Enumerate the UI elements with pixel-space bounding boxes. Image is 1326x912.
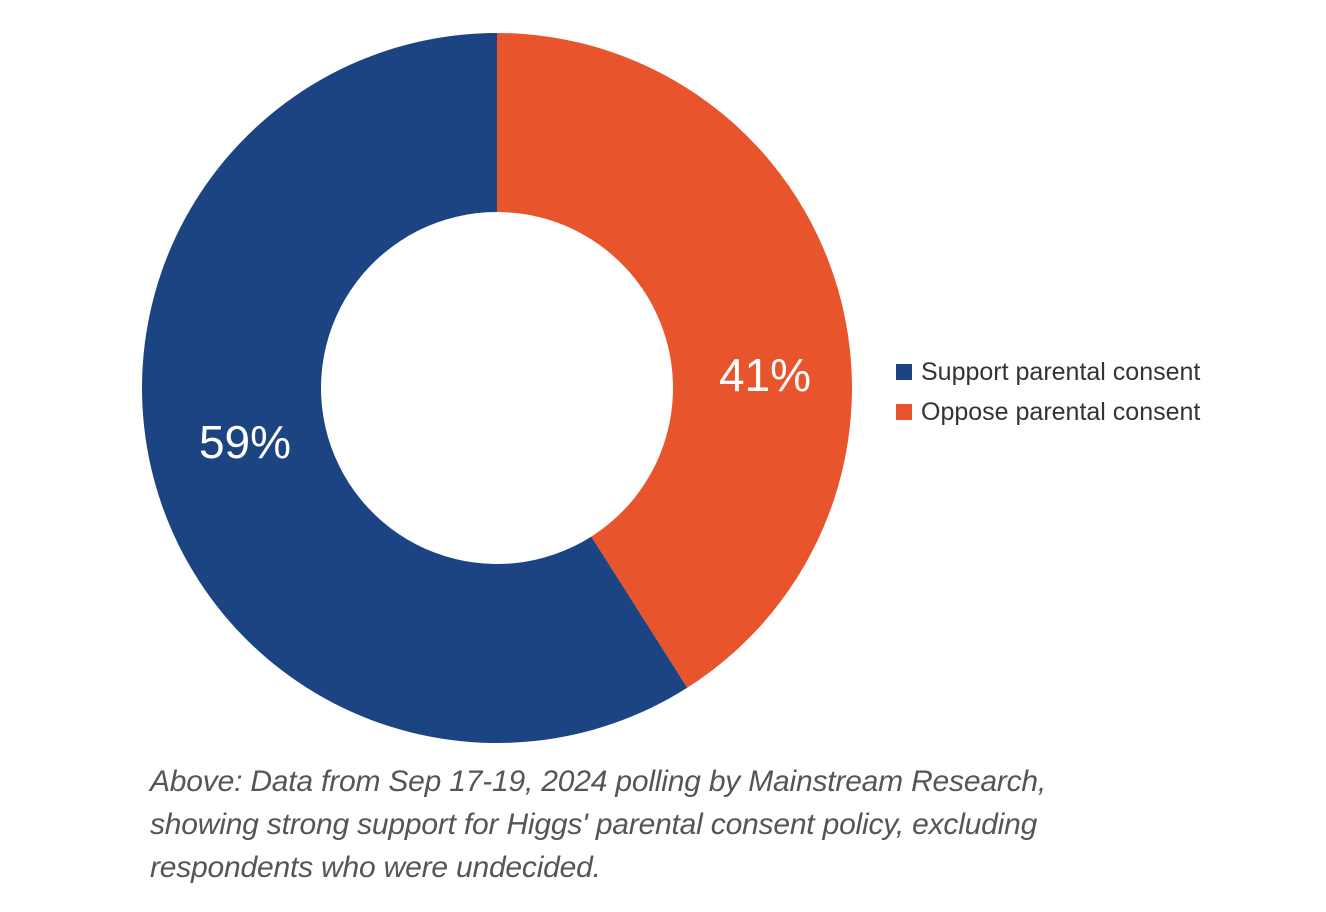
- caption-line: Above: Data from Sep 17-19, 2024 polling…: [150, 765, 1047, 798]
- legend-label-oppose: Oppose parental consent: [921, 397, 1201, 426]
- legend-item-support: Support parental consent: [896, 352, 1200, 392]
- caption-line: showing strong support for Higgs' parent…: [150, 808, 1038, 841]
- chart-caption: Above: Data from Sep 17-19, 2024 polling…: [150, 760, 1260, 889]
- chart-legend: Support parental consent Oppose parental…: [896, 352, 1200, 432]
- caption-line: respondents who were undecided.: [150, 851, 601, 884]
- legend-swatch-support: [896, 364, 912, 380]
- legend-label-support: Support parental consent: [921, 357, 1201, 386]
- slice-label-oppose: 41%: [719, 349, 811, 401]
- legend-item-oppose: Oppose parental consent: [896, 392, 1200, 432]
- slice-label-support: 59%: [199, 416, 291, 468]
- legend-swatch-oppose: [896, 404, 912, 420]
- slice-support: [141, 33, 688, 744]
- slice-oppose: [497, 33, 852, 688]
